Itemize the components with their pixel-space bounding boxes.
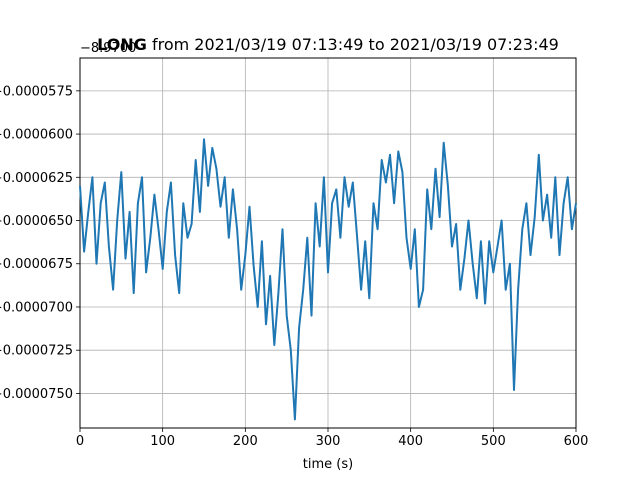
y-tick-label: −0.0000575 [0, 84, 73, 99]
y-tick-label: −0.0000625 [0, 171, 73, 186]
y-tick-label: −0.0000700 [0, 300, 73, 315]
grid [79, 58, 577, 428]
y-axis-offset-label: −8.9700 [80, 41, 136, 56]
series-layer [79, 138, 577, 421]
y-tick-label: −0.0000675 [0, 257, 73, 272]
x-tick-label: 600 [564, 434, 589, 449]
x-tick-label: 100 [150, 434, 175, 449]
x-axis-label: time (s) [303, 457, 353, 472]
x-tick-label: 0 [76, 434, 84, 449]
chart-title-bold: LONG [97, 35, 147, 54]
ticks: 0 100 200 300 400 500 600 −0.0000575 −0.0000600 −… [0, 84, 588, 449]
y-tick-label: −0.0000650 [0, 214, 73, 229]
x-tick-label: 400 [398, 434, 423, 449]
x-tick-label: 500 [481, 434, 506, 449]
series-line [79, 138, 577, 421]
y-tick-label: −0.0000600 [0, 128, 73, 143]
x-tick-label: 300 [316, 434, 341, 449]
y-tick-label: −0.0000725 [0, 344, 73, 359]
x-tick-label: 200 [233, 434, 258, 449]
chart-title-rest: from 2021/03/19 07:13:49 to 2021/03/19 0… [147, 35, 559, 54]
chart-title: LONG from 2021/03/19 07:13:49 to 2021/03… [97, 35, 559, 54]
y-tick-label: −0.0000750 [0, 387, 73, 402]
